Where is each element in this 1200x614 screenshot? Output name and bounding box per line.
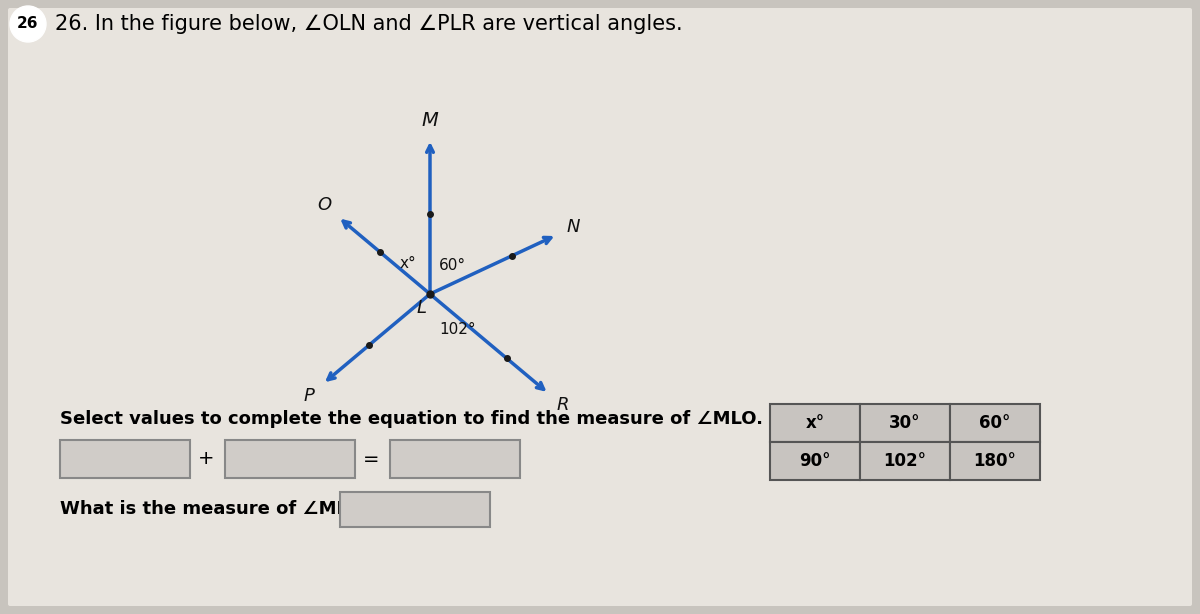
Text: 26: 26 (17, 17, 38, 31)
Text: 30°: 30° (889, 414, 920, 432)
FancyBboxPatch shape (8, 8, 1192, 606)
Text: R: R (557, 396, 569, 414)
Text: =: = (362, 449, 379, 468)
Text: 102°: 102° (883, 452, 926, 470)
Text: x°: x° (400, 257, 416, 271)
Text: 60°: 60° (438, 258, 466, 273)
Text: x°: x° (805, 414, 824, 432)
Text: O: O (317, 196, 331, 214)
FancyBboxPatch shape (950, 442, 1040, 480)
Text: L: L (418, 299, 427, 317)
FancyBboxPatch shape (950, 404, 1040, 442)
Text: 180°: 180° (973, 452, 1016, 470)
Text: 90°: 90° (799, 452, 830, 470)
FancyBboxPatch shape (340, 491, 490, 526)
FancyBboxPatch shape (860, 404, 950, 442)
FancyBboxPatch shape (60, 440, 190, 478)
FancyBboxPatch shape (770, 404, 860, 442)
Text: 102°: 102° (439, 322, 476, 336)
FancyBboxPatch shape (390, 440, 520, 478)
Text: 26. In the figure below, ∠OLN and ∠PLR are vertical angles.: 26. In the figure below, ∠OLN and ∠PLR a… (55, 14, 683, 34)
Text: 60°: 60° (979, 414, 1010, 432)
Text: +: + (198, 449, 215, 468)
FancyBboxPatch shape (226, 440, 355, 478)
Text: Select values to complete the equation to find the measure of ∠MLO.: Select values to complete the equation t… (60, 410, 763, 428)
Text: P: P (304, 387, 314, 405)
Text: M: M (421, 112, 438, 131)
Text: What is the measure of ∠MLO?: What is the measure of ∠MLO? (60, 500, 373, 518)
Text: N: N (566, 218, 580, 236)
Circle shape (10, 6, 46, 42)
FancyBboxPatch shape (770, 442, 860, 480)
FancyBboxPatch shape (860, 442, 950, 480)
